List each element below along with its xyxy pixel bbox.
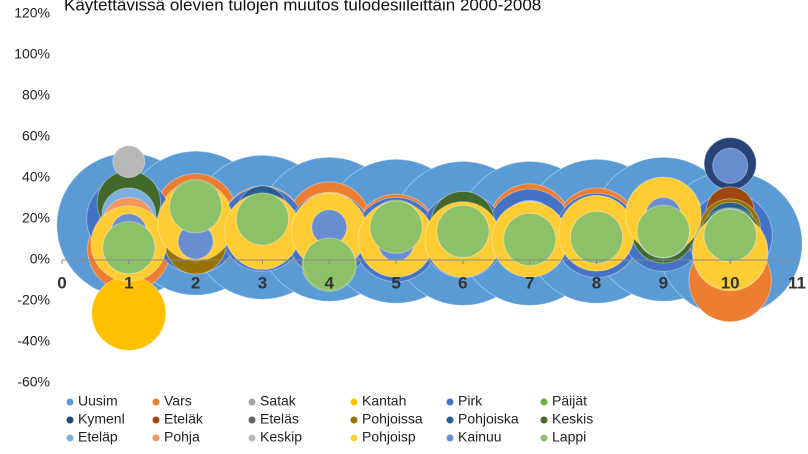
x-tick-label: 6	[458, 273, 467, 292]
bubble	[112, 145, 146, 179]
x-tick-label: 5	[391, 273, 400, 292]
y-tick-label: -20%	[17, 292, 50, 308]
legend-swatch	[350, 416, 358, 424]
legend-swatch	[350, 398, 358, 406]
legend-label: Kantah	[362, 393, 406, 409]
x-tick-label: 2	[191, 273, 200, 292]
x-tick-label: 10	[721, 273, 740, 292]
bubble	[436, 204, 490, 258]
bubble	[302, 237, 356, 291]
legend-swatch	[152, 398, 160, 406]
legend-label: Eteläs	[260, 411, 299, 427]
legend-swatch	[446, 398, 454, 406]
x-tick-label: 7	[525, 273, 534, 292]
y-tick-label: -60%	[17, 374, 50, 390]
legend-swatch	[446, 416, 454, 424]
y-tick-label: 60%	[22, 128, 50, 144]
y-tick-label: 40%	[22, 169, 50, 185]
legend-swatch	[152, 416, 160, 424]
legend-swatch	[152, 434, 160, 442]
bubble	[235, 192, 290, 246]
x-tick-label: 3	[258, 273, 267, 292]
chart-title: Käytettävissä olevien tulojen muutos tul…	[64, 0, 541, 14]
y-tick-label: -40%	[17, 333, 50, 349]
x-tick-label: 1	[124, 273, 133, 292]
bubble	[369, 200, 423, 254]
legend-swatch	[540, 416, 548, 424]
legend-label: Satak	[260, 393, 297, 409]
legend-label: Pirk	[458, 393, 483, 409]
legend-swatch	[248, 416, 256, 424]
legend-swatch	[66, 416, 74, 424]
legend-swatch	[248, 398, 256, 406]
bubble	[712, 147, 749, 184]
legend-label: Eteläp	[78, 429, 118, 445]
y-tick-label: 20%	[22, 210, 50, 226]
y-tick-label: 0%	[30, 251, 50, 267]
legend-label: Keskis	[552, 411, 593, 427]
legend-swatch	[248, 434, 256, 442]
legend-swatch	[66, 398, 74, 406]
legend-label: Pohjoissa	[362, 411, 423, 427]
bubble	[569, 210, 624, 265]
x-tick-label: 9	[659, 273, 668, 292]
legend-swatch	[540, 398, 548, 406]
legend-label: Keskip	[260, 429, 302, 445]
bubble	[503, 212, 557, 267]
x-tick-label: 4	[325, 273, 335, 292]
legend-label: Päijät	[552, 393, 587, 409]
y-tick-label: 80%	[22, 87, 50, 103]
legend-swatch	[540, 434, 548, 442]
y-tick-label: 100%	[14, 46, 50, 62]
legend-label: Lappi	[552, 429, 586, 445]
legend-label: Pohjoisp	[362, 429, 416, 445]
legend-swatch	[446, 434, 454, 442]
bubble	[102, 221, 156, 275]
legend-label: Pohja	[164, 429, 200, 445]
legend-label: Eteläk	[164, 411, 204, 427]
bubble	[703, 208, 757, 263]
legend-label: Kymenl	[78, 411, 125, 427]
bubble	[636, 204, 690, 258]
legend-swatch	[66, 434, 74, 442]
y-tick-label: 120%	[14, 5, 50, 21]
legend-label: Vars	[164, 393, 192, 409]
x-tick-label: 0	[57, 273, 66, 292]
legend-label: Kainuu	[458, 429, 502, 445]
bubble	[169, 180, 223, 234]
series	[102, 180, 757, 291]
x-tick-label: 8	[592, 273, 601, 292]
legend-swatch	[350, 434, 358, 442]
x-tick-label: 11	[788, 273, 806, 292]
legend-label: Uusim	[78, 393, 118, 409]
legend-label: Pohjoiska	[458, 411, 519, 427]
